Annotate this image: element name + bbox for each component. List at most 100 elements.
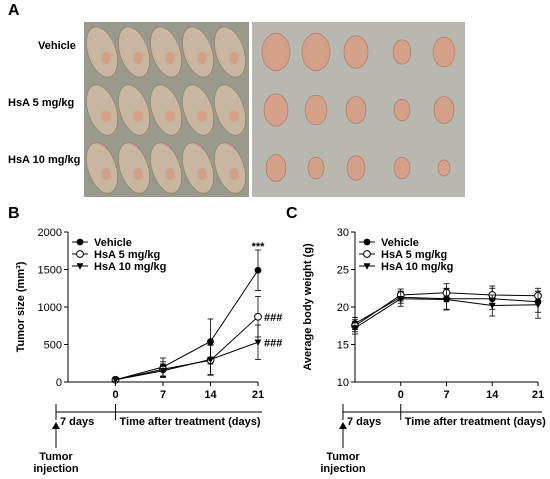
timeline-pre-label: 7 days (60, 416, 94, 428)
data-point (488, 302, 496, 310)
series-line (115, 269, 259, 381)
mice-photo-drawing (86, 26, 246, 194)
mouse-tumor (229, 110, 239, 122)
tumor-specimen (263, 93, 289, 127)
mouse-body (150, 26, 182, 78)
mouse-tumor (165, 110, 175, 122)
tumor-specimen (392, 39, 412, 65)
tumor-specimen (307, 156, 325, 180)
mouse-tumor (101, 110, 111, 122)
mouse-tumor (197, 110, 207, 122)
panel-a-letter: A (8, 2, 20, 19)
series-2 (112, 324, 262, 384)
y-tick-label: 10 (337, 377, 349, 389)
y-tick-label: 2000 (38, 227, 62, 239)
tumor-specimen (304, 94, 328, 126)
legend-marker (76, 238, 84, 246)
legend-marker (363, 263, 371, 270)
data-point (397, 296, 405, 303)
mouse-body (214, 142, 246, 194)
injection-arrow-head (52, 422, 60, 429)
tumor-specimen (343, 35, 369, 69)
tumor-label: Tumor (326, 451, 360, 463)
mouse-tumor (133, 110, 143, 122)
data-point (254, 266, 262, 274)
legend-label: HsA 10 mg/kg (381, 261, 453, 273)
significance-marker: *** (252, 241, 266, 253)
panel-b-letter: B (8, 205, 20, 222)
data-point (534, 302, 542, 309)
tumor-specimen (393, 156, 411, 180)
mouse-body (118, 26, 150, 78)
x-tick-label: 0 (398, 389, 404, 401)
data-point (254, 312, 262, 321)
series-line (115, 316, 259, 381)
mouse-tumor (101, 168, 111, 180)
tumor-specimen (346, 155, 366, 181)
tumor-specimen (261, 32, 291, 72)
significance-marker: ### (264, 312, 282, 324)
y-axis-label: Average body weight (g) (302, 243, 314, 371)
mouse-body (182, 142, 214, 194)
legend-marker (76, 263, 84, 270)
mouse-tumor (133, 168, 143, 180)
mouse-tumor (165, 52, 175, 64)
legend-marker (363, 250, 371, 258)
legend-label: HsA 10 mg/kg (94, 261, 166, 273)
series-line (115, 341, 259, 381)
y-tick-label: 0 (56, 377, 62, 389)
injection-label: injection (320, 463, 366, 475)
tumor-specimen (301, 32, 331, 72)
legend-label: HsA 5 mg/kg (381, 249, 447, 261)
x-tick-label: 21 (252, 389, 264, 401)
mice-photo (84, 22, 249, 197)
tumor-specimen (432, 36, 456, 68)
x-tick-label: 14 (486, 389, 499, 401)
mouse-body (214, 84, 246, 136)
tumor-specimen (433, 96, 455, 124)
mouse-body (86, 84, 118, 136)
tumor-size-chart: 0 500 1000 1500 2000 0 7 14 21 Tumor size (mm³) Ve… (15, 227, 282, 475)
series-1 (111, 296, 262, 384)
legend-label: Vehicle (94, 237, 132, 249)
mouse-tumor (229, 52, 239, 64)
data-point (159, 368, 167, 375)
mouse-body (214, 26, 246, 78)
legend-label: HsA 5 mg/kg (94, 249, 160, 261)
legend-marker (363, 238, 371, 246)
data-point (207, 356, 214, 364)
mouse-tumor (197, 52, 207, 64)
timeline-post-label: Time after treatment (days) (120, 416, 261, 428)
mouse-tumor (197, 168, 207, 180)
y-tick-label: 15 (337, 340, 349, 352)
x-tick-label: 0 (112, 389, 118, 401)
mouse-tumor (133, 52, 143, 64)
series-2 (351, 288, 542, 335)
significance-marker: ### (264, 337, 282, 349)
x-tick-label: 7 (160, 389, 166, 401)
y-tick-label: 30 (337, 227, 349, 239)
row-label-hsa-5: HsA 5 mg/kg (8, 97, 75, 109)
legend-label: Vehicle (381, 237, 419, 249)
x-tick-label: 21 (532, 389, 544, 401)
mouse-body (150, 142, 182, 194)
y-tick-label: 20 (337, 302, 349, 314)
tumor-specimen (393, 98, 411, 122)
x-tick-label: 14 (204, 389, 217, 401)
mouse-body (86, 142, 118, 194)
y-tick-label: 1500 (38, 265, 62, 277)
timeline-post-label: Time after treatment (days) (405, 416, 546, 428)
tumor-label: Tumor (39, 451, 73, 463)
injection-arrow-head (339, 422, 347, 429)
mouse-body (118, 84, 150, 136)
panel-c-letter: C (286, 205, 298, 222)
mouse-tumor (229, 168, 239, 180)
row-label-vehicle: Vehicle (38, 40, 76, 52)
tumors-photo (252, 22, 465, 197)
data-point (351, 325, 359, 332)
x-tick-label: 7 (443, 389, 449, 401)
mouse-tumor (101, 52, 111, 64)
data-point (443, 296, 450, 304)
mouse-tumor (165, 168, 175, 180)
